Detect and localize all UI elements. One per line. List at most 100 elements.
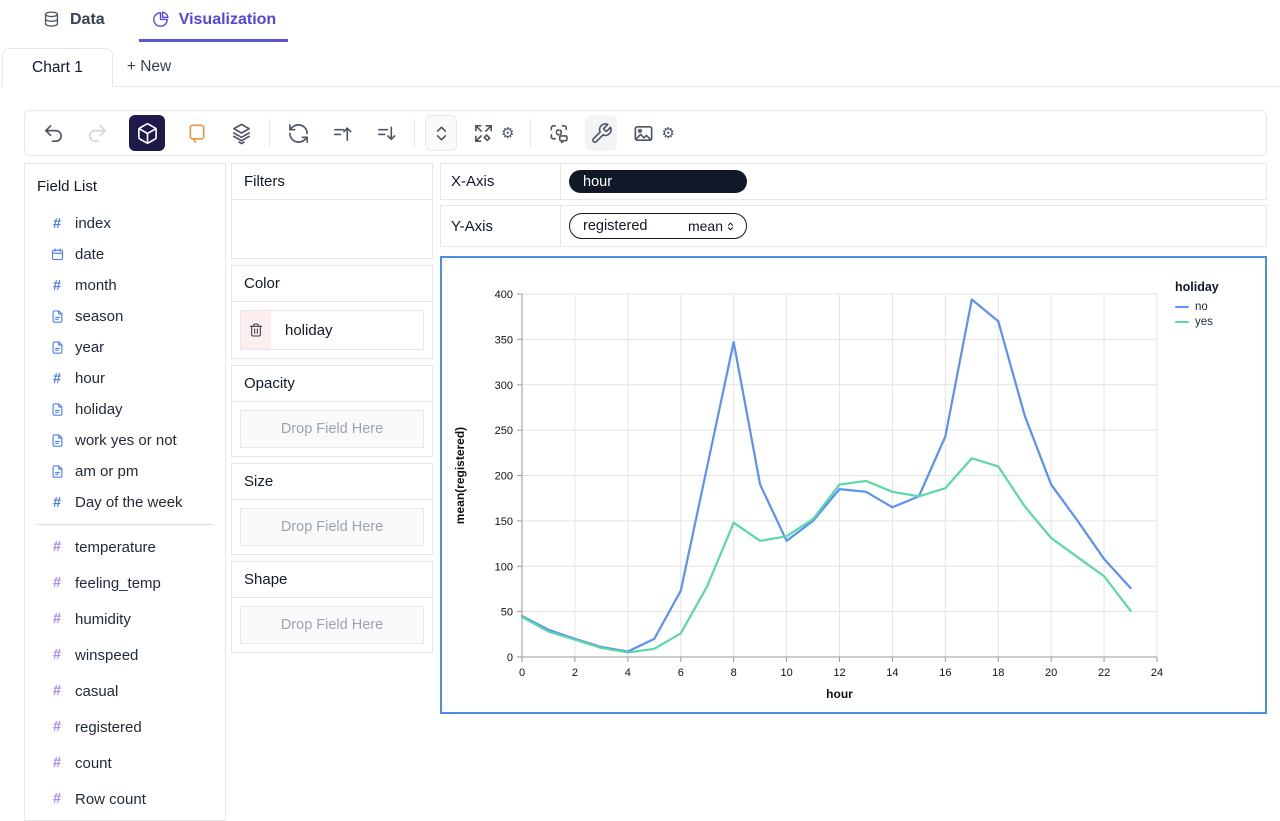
filters-drop-area[interactable] xyxy=(232,200,432,258)
y-axis-drop-area[interactable]: registered mean xyxy=(561,213,747,239)
tools-button[interactable] xyxy=(585,115,618,151)
field-label: Day of the week xyxy=(75,494,183,511)
y-axis-shelf: Y-Axis registered mean xyxy=(440,205,1267,247)
svg-text:8: 8 xyxy=(731,667,737,679)
field-item-casual[interactable]: # casual xyxy=(25,673,225,709)
legend-item: yes xyxy=(1175,314,1219,329)
field-item-humidity[interactable]: # humidity xyxy=(25,601,225,637)
chart-tab-label: Chart 1 xyxy=(32,59,83,76)
redo-icon xyxy=(88,124,106,142)
y-axis-field-pill[interactable]: registered mean xyxy=(569,213,747,239)
svg-text:6: 6 xyxy=(678,667,684,679)
field-item-feeling-temp[interactable]: # feeling_temp xyxy=(25,565,225,601)
encodings-panel: Filters Color xyxy=(231,163,433,659)
shape-drop-zone[interactable]: Drop Field Here xyxy=(240,606,424,644)
new-chart-button[interactable]: + New xyxy=(126,58,172,75)
wrench-icon xyxy=(592,122,612,143)
axes-resize-button[interactable] xyxy=(425,115,457,151)
export-settings-gear-icon[interactable]: ⚙ xyxy=(661,125,675,142)
text-field-icon xyxy=(49,464,65,479)
redo-button[interactable] xyxy=(79,115,115,151)
transpose-button[interactable] xyxy=(280,115,316,151)
svg-text:2: 2 xyxy=(572,667,578,679)
sort-descending-button[interactable] xyxy=(368,115,404,151)
svg-text:10: 10 xyxy=(780,667,792,679)
sort-ascending-icon xyxy=(333,126,351,141)
filters-shelf: Filters xyxy=(231,163,433,259)
chart-canvas[interactable]: 0 50 100 150 200 250 300 350 400 0 2 4 6 8 10 12 14 16 18 2… xyxy=(440,256,1267,714)
tab-data[interactable]: Data xyxy=(30,0,117,42)
cube-icon xyxy=(137,122,157,144)
field-item-season[interactable]: season xyxy=(25,301,225,332)
remove-field-button[interactable] xyxy=(241,311,271,349)
svg-text:mean(registered): mean(registered) xyxy=(453,427,467,524)
undo-button[interactable] xyxy=(35,115,71,151)
field-item-month[interactable]: # month xyxy=(25,270,225,301)
opacity-drop-zone[interactable]: Drop Field Here xyxy=(240,410,424,448)
explore-data-button[interactable] xyxy=(541,115,577,151)
field-item-index[interactable]: # index xyxy=(25,208,225,239)
field-item-day-of-the-week[interactable]: # Day of the week xyxy=(25,487,225,518)
layers-icon xyxy=(232,123,250,144)
svg-text:0: 0 xyxy=(519,667,525,679)
svg-text:14: 14 xyxy=(886,667,898,679)
field-item-am-or-pm[interactable]: am or pm xyxy=(25,456,225,487)
field-item-work-yes-or-not[interactable]: work yes or not xyxy=(25,425,225,456)
tab-visualization[interactable]: Visualization xyxy=(138,0,289,42)
x-axis-drop-area[interactable]: hour xyxy=(561,170,747,193)
field-item-date[interactable]: date xyxy=(25,239,225,270)
field-item-winspeed[interactable]: # winspeed xyxy=(25,637,225,673)
top-tab-bar: Data Visualization xyxy=(0,0,1280,42)
field-label: humidity xyxy=(75,610,131,628)
text-field-icon xyxy=(49,309,65,324)
size-drop-zone[interactable]: Drop Field Here xyxy=(240,508,424,546)
resize-mode-button[interactable] xyxy=(465,115,501,151)
number-icon: # xyxy=(52,683,62,699)
field-item-count[interactable]: # count xyxy=(25,745,225,781)
field-list-panel: Field List # index date # month xyxy=(24,163,226,821)
export-image-button[interactable] xyxy=(625,115,661,151)
field-item-temperature[interactable]: # temperature xyxy=(25,529,225,565)
size-title: Size xyxy=(232,464,432,500)
field-item-hour[interactable]: # hour xyxy=(25,363,225,394)
svg-text:20: 20 xyxy=(1045,667,1057,679)
field-label: winspeed xyxy=(75,646,139,664)
chart-tab-active[interactable]: Chart 1 xyxy=(2,48,113,87)
resize-settings-gear-icon[interactable]: ⚙ xyxy=(501,125,515,142)
x-axis-field-label: hour xyxy=(583,173,613,190)
aggregation-select[interactable]: mean xyxy=(688,218,737,234)
field-label: casual xyxy=(75,682,119,700)
svg-text:hour: hour xyxy=(826,687,853,698)
calendar-icon xyxy=(49,247,65,262)
stack-mode-button[interactable] xyxy=(223,115,259,151)
number-icon: # xyxy=(52,215,62,232)
color-shelf: Color holiday xyxy=(231,265,433,359)
field-label: temperature xyxy=(75,538,156,556)
svg-text:16: 16 xyxy=(939,667,951,679)
field-item-holiday[interactable]: holiday xyxy=(25,394,225,425)
x-axis-field-pill[interactable]: hour xyxy=(569,170,747,193)
number-icon: # xyxy=(52,494,62,511)
field-label: season xyxy=(75,308,124,325)
color-field-chip[interactable]: holiday xyxy=(240,310,424,350)
aggregation-toggle-button[interactable] xyxy=(129,115,165,151)
field-item-registered[interactable]: # registered xyxy=(25,709,225,745)
field-item-year[interactable]: year xyxy=(25,332,225,363)
toolbar-separator xyxy=(530,119,532,147)
svg-text:100: 100 xyxy=(495,561,513,573)
number-icon: # xyxy=(52,719,62,735)
svg-text:18: 18 xyxy=(992,667,1004,679)
svg-text:300: 300 xyxy=(495,380,513,392)
svg-text:12: 12 xyxy=(833,667,845,679)
x-axis-shelf-label: X-Axis xyxy=(441,164,561,199)
svg-text:4: 4 xyxy=(625,667,631,679)
number-icon: # xyxy=(52,370,62,387)
sort-ascending-button[interactable] xyxy=(324,115,360,151)
field-label: index xyxy=(75,215,111,232)
image-icon xyxy=(634,125,653,141)
field-item-row-count[interactable]: # Row count xyxy=(25,781,225,817)
field-label: work yes or not xyxy=(75,432,177,449)
raw-mode-button[interactable] xyxy=(179,115,215,151)
y-axis-shelf-label: Y-Axis xyxy=(441,206,561,246)
